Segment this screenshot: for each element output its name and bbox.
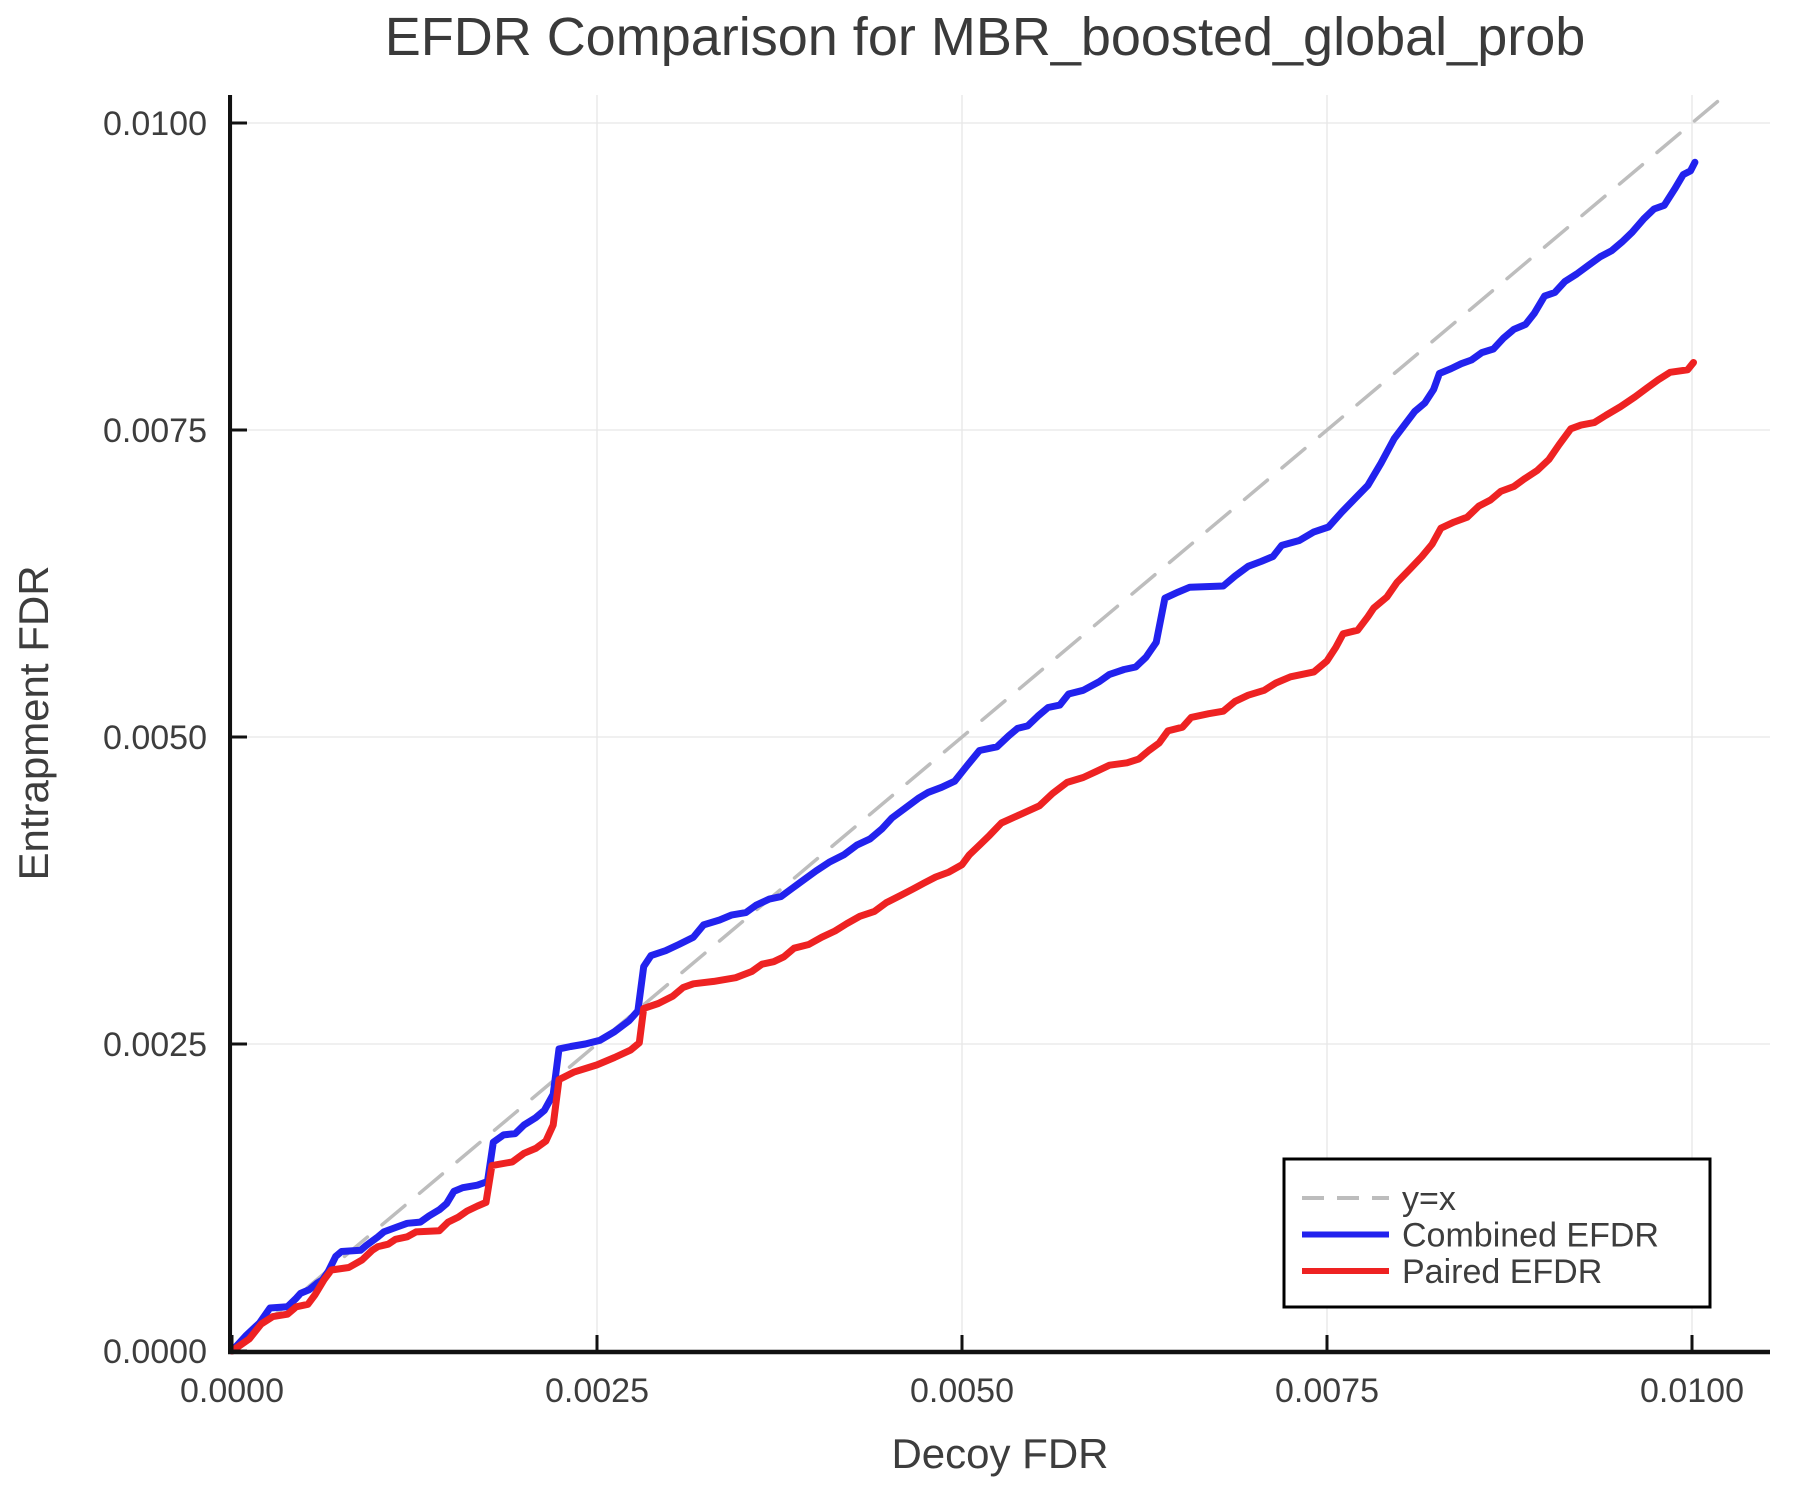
series-line-paired-efdr xyxy=(228,359,1697,1355)
series-line-combined-efdr xyxy=(228,158,1699,1355)
x-axis-label: Decoy FDR xyxy=(891,1430,1108,1477)
chart-title: EFDR Comparison for MBR_boosted_global_p… xyxy=(385,7,1586,67)
axis-spines xyxy=(228,95,1770,1355)
x-tick-label: 0.0100 xyxy=(1640,1372,1744,1410)
y-axis-label: Entrapment FDR xyxy=(10,565,57,880)
x-tick-label: 0.0050 xyxy=(910,1372,1014,1410)
x-tick-label: 0.0025 xyxy=(545,1372,649,1410)
x-tick-label: 0.0000 xyxy=(180,1372,284,1410)
y-tick-label: 0.0025 xyxy=(103,1026,207,1064)
legend-item-label: Paired EFDR xyxy=(1402,1253,1602,1291)
x-tick-label: 0.0075 xyxy=(1275,1372,1379,1410)
y-tick-label: 0.0075 xyxy=(103,412,207,450)
legend-item-label: Combined EFDR xyxy=(1402,1217,1659,1255)
y-tick-label: 0.0100 xyxy=(103,105,207,143)
axis-tick-labels: 0.0000 0.0025 0.0050 0.0075 0.0100 0.0000 0.00… xyxy=(103,105,1744,1410)
axis-ticks xyxy=(230,121,1694,1353)
series-line-y-x xyxy=(230,93,1728,1353)
legend-item-label: y=x xyxy=(1402,1180,1456,1218)
data-series xyxy=(228,93,1728,1355)
y-tick-label: 0.0000 xyxy=(103,1333,207,1371)
y-tick-label: 0.0050 xyxy=(103,719,207,757)
